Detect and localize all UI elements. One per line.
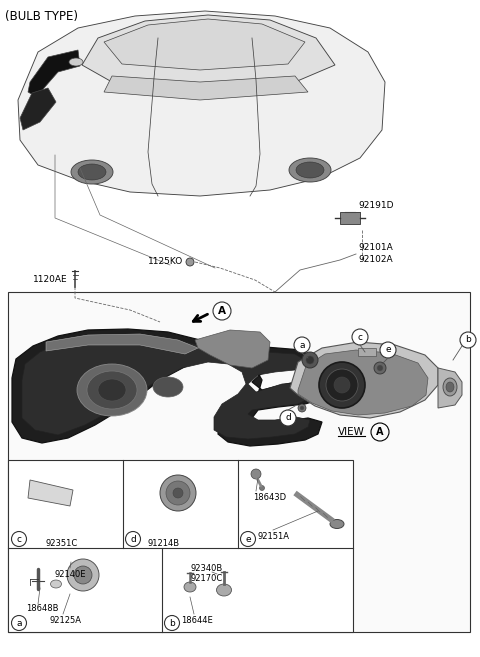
Ellipse shape bbox=[78, 164, 106, 180]
Text: d: d bbox=[285, 413, 291, 422]
Circle shape bbox=[377, 365, 383, 371]
Text: VIEW: VIEW bbox=[338, 427, 365, 437]
Bar bbox=[358, 348, 376, 356]
Polygon shape bbox=[82, 15, 335, 88]
Ellipse shape bbox=[153, 377, 183, 397]
Text: 18648B: 18648B bbox=[26, 604, 59, 613]
Text: 18644E: 18644E bbox=[181, 616, 213, 625]
Text: A: A bbox=[376, 427, 384, 437]
Ellipse shape bbox=[289, 158, 331, 182]
Text: 18643D: 18643D bbox=[253, 493, 286, 502]
Bar bbox=[8, 292, 470, 632]
Text: 92151A: 92151A bbox=[257, 532, 289, 541]
Circle shape bbox=[319, 362, 365, 408]
Circle shape bbox=[298, 404, 306, 412]
Circle shape bbox=[294, 337, 310, 353]
Text: 92170C: 92170C bbox=[191, 574, 223, 583]
Polygon shape bbox=[20, 88, 56, 130]
Polygon shape bbox=[104, 76, 308, 100]
Ellipse shape bbox=[77, 364, 147, 416]
Text: 92351C: 92351C bbox=[46, 539, 78, 548]
Ellipse shape bbox=[443, 378, 457, 396]
Circle shape bbox=[260, 486, 264, 491]
Text: (BULB TYPE): (BULB TYPE) bbox=[5, 10, 78, 23]
Circle shape bbox=[460, 332, 476, 348]
Circle shape bbox=[12, 616, 26, 631]
Circle shape bbox=[352, 329, 368, 345]
Text: e: e bbox=[385, 346, 391, 355]
Polygon shape bbox=[290, 342, 438, 418]
Text: c: c bbox=[358, 332, 362, 342]
Text: 92102A: 92102A bbox=[358, 256, 393, 265]
Polygon shape bbox=[28, 50, 80, 98]
Text: 92125A: 92125A bbox=[50, 616, 82, 625]
Ellipse shape bbox=[50, 580, 61, 588]
Polygon shape bbox=[104, 19, 305, 70]
Text: 92340B: 92340B bbox=[191, 564, 223, 573]
Ellipse shape bbox=[330, 520, 344, 528]
Text: b: b bbox=[465, 336, 471, 344]
Text: d: d bbox=[130, 535, 136, 543]
Ellipse shape bbox=[71, 160, 113, 184]
Circle shape bbox=[166, 481, 190, 505]
Polygon shape bbox=[18, 11, 385, 196]
Circle shape bbox=[173, 488, 183, 498]
Polygon shape bbox=[298, 350, 428, 415]
Circle shape bbox=[302, 352, 318, 368]
Bar bbox=[340, 212, 360, 224]
Text: 1120AE: 1120AE bbox=[34, 275, 68, 284]
Circle shape bbox=[374, 362, 386, 374]
Circle shape bbox=[306, 356, 314, 364]
Circle shape bbox=[165, 616, 180, 631]
Polygon shape bbox=[28, 480, 73, 506]
Text: a: a bbox=[16, 618, 22, 627]
Ellipse shape bbox=[296, 162, 324, 178]
Circle shape bbox=[251, 469, 261, 479]
Ellipse shape bbox=[446, 382, 454, 392]
Text: 1125KO: 1125KO bbox=[148, 258, 183, 267]
Circle shape bbox=[280, 410, 296, 426]
Circle shape bbox=[240, 532, 255, 547]
Polygon shape bbox=[22, 335, 316, 439]
Polygon shape bbox=[438, 368, 462, 408]
Text: e: e bbox=[245, 535, 251, 543]
Ellipse shape bbox=[216, 584, 231, 596]
Text: A: A bbox=[218, 306, 226, 316]
Circle shape bbox=[326, 369, 358, 401]
Polygon shape bbox=[195, 330, 270, 368]
Bar bbox=[8, 460, 353, 632]
Ellipse shape bbox=[69, 58, 83, 66]
Circle shape bbox=[74, 566, 92, 584]
Circle shape bbox=[160, 475, 196, 511]
Polygon shape bbox=[46, 334, 198, 354]
Circle shape bbox=[380, 342, 396, 358]
Text: 91214B: 91214B bbox=[148, 539, 180, 548]
Circle shape bbox=[12, 532, 26, 547]
Text: 92140E: 92140E bbox=[54, 570, 86, 579]
Circle shape bbox=[300, 406, 304, 410]
Text: a: a bbox=[299, 340, 305, 350]
Text: b: b bbox=[169, 618, 175, 627]
Circle shape bbox=[125, 532, 141, 547]
Circle shape bbox=[334, 377, 350, 393]
Circle shape bbox=[186, 258, 194, 266]
Ellipse shape bbox=[184, 582, 196, 592]
Circle shape bbox=[213, 302, 231, 320]
Text: c: c bbox=[16, 535, 22, 543]
Text: 92101A: 92101A bbox=[358, 244, 393, 252]
Polygon shape bbox=[12, 329, 328, 446]
Circle shape bbox=[67, 559, 99, 591]
Ellipse shape bbox=[87, 371, 137, 409]
Ellipse shape bbox=[98, 379, 126, 401]
Text: 92191D: 92191D bbox=[358, 200, 394, 210]
